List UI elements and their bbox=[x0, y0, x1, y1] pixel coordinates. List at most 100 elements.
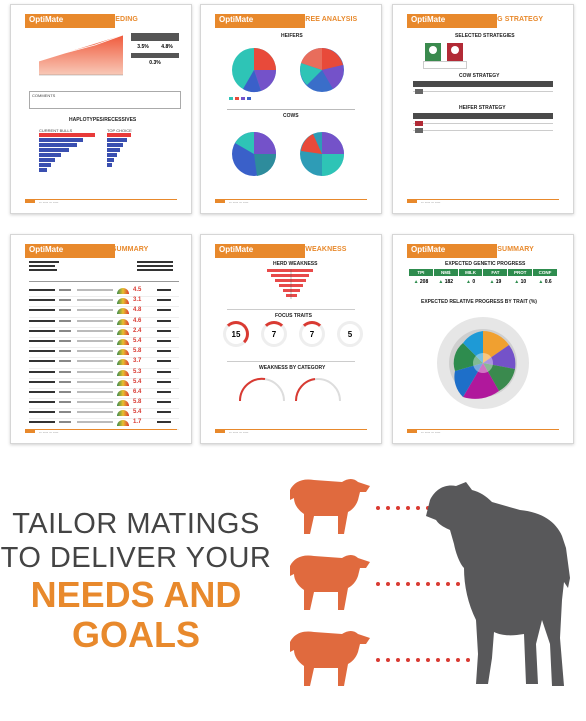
optimate-logo: OptiMate bbox=[29, 15, 64, 24]
optimate-logo: OptiMate bbox=[29, 245, 64, 254]
haplotype-bar-chart-right bbox=[107, 133, 131, 167]
sire-row: 4.8 bbox=[29, 307, 179, 318]
report-header: OptiMate bbox=[25, 14, 115, 28]
gauge-icon bbox=[117, 410, 129, 417]
section-heading: HAPLOTYPES/RECESSIVES bbox=[69, 117, 137, 123]
inbreeding-value: 4.8% bbox=[161, 44, 173, 50]
headline-emphasis: GOALS bbox=[71, 614, 200, 655]
optimate-logo: OptiMate bbox=[411, 15, 446, 24]
gauge-value: 5.4 bbox=[133, 409, 142, 416]
optimate-logo: OptiMate bbox=[219, 15, 254, 24]
relative-progress-radial-chart bbox=[437, 317, 529, 409]
report-sire-summary: OptiMate SIRE SUMMARY 4.5 3.1 4.8 4.6 2.4 5.4… bbox=[10, 234, 192, 444]
gauge-value: 5.4 bbox=[133, 378, 142, 385]
sire-row: 3.1 bbox=[29, 297, 179, 308]
strategy-badge-green bbox=[425, 43, 441, 61]
comments-box: COMMENTS bbox=[29, 91, 181, 109]
gauge-icon bbox=[117, 369, 129, 376]
headline: TAILOR MATINGS TO DELIVER YOUR NEEDS AND… bbox=[0, 507, 272, 655]
cow-matching-illustration bbox=[290, 479, 570, 686]
sire-row: 5.4 bbox=[29, 409, 179, 420]
weakness-arcs bbox=[238, 377, 341, 402]
report-title: SIRE SUMMARY bbox=[93, 246, 149, 253]
report-footer: -- ---- -- ---- bbox=[25, 199, 175, 205]
gauge-value: 2.4 bbox=[133, 327, 142, 334]
gauge-value: 5.4 bbox=[133, 337, 142, 344]
sire-row: 5.3 bbox=[29, 369, 179, 379]
optimate-logo: OptiMate bbox=[219, 245, 254, 254]
gauge-value: 6.4 bbox=[133, 388, 142, 395]
gauge-value: 4.8 bbox=[133, 307, 142, 314]
report-footer: -- ---- -- ---- bbox=[215, 199, 365, 205]
sire-row: 6.4 bbox=[29, 388, 179, 400]
subheading: CURRENT BULLS bbox=[39, 128, 73, 133]
gauge-value: 3.7 bbox=[133, 358, 142, 365]
inbreeding-value: 3.5% bbox=[137, 44, 149, 50]
report-mating-strategy: OptiMate MATING STRATEGY SELECTED STRATE… bbox=[392, 4, 574, 214]
headline-line: TAILOR MATINGS bbox=[12, 508, 260, 540]
section-heading: HEIFER STRATEGY bbox=[459, 105, 506, 111]
sire-row: 2.4 bbox=[29, 328, 179, 338]
gauge-value: 3.1 bbox=[133, 297, 142, 304]
cows-pie-chart-2 bbox=[300, 132, 344, 176]
section-heading: FOCUS TRAITS bbox=[275, 313, 312, 319]
small-cow-icon bbox=[290, 555, 370, 610]
section-heading: SELECTED STRATEGIES bbox=[455, 33, 515, 39]
section-heading: COWS bbox=[283, 113, 299, 119]
strategy-box bbox=[423, 61, 467, 69]
sire-row: 5.8 bbox=[29, 399, 179, 410]
gauge-icon bbox=[117, 379, 129, 386]
section-heading: WEAKNESS BY CATEGORY bbox=[259, 365, 326, 371]
trait-cell: PROT ▲ 10 bbox=[508, 269, 533, 285]
report-title: PEDIGREE ANALYSIS bbox=[283, 16, 358, 23]
gauge-value: 4.5 bbox=[133, 287, 142, 293]
gauge-value: 5.8 bbox=[133, 399, 142, 406]
gauge-icon bbox=[117, 400, 129, 407]
large-cow-icon bbox=[426, 482, 570, 686]
gauge-icon bbox=[117, 349, 129, 356]
trait-cell: CONF ▲ 0.6 bbox=[533, 269, 557, 285]
report-herd-weakness: OptiMate HERD WEAKNESS HERD WEAKNESS FOC… bbox=[200, 234, 382, 444]
small-cow-icon bbox=[290, 631, 370, 686]
gauge-icon bbox=[117, 288, 129, 294]
trait-cell: NM$ ▲ 182 bbox=[433, 269, 458, 285]
section-heading: EXPECTED GENETIC PROGRESS bbox=[445, 261, 526, 267]
herd-weakness-tornado bbox=[267, 269, 313, 299]
gauge-icon bbox=[117, 308, 129, 315]
cow-strategy-table bbox=[413, 81, 553, 99]
sire-row: 4.6 bbox=[29, 318, 179, 328]
inbreeding-summary-table: 3.5% 4.8% 0.3% bbox=[131, 33, 179, 67]
report-footer: -- ---- -- ---- bbox=[215, 429, 365, 435]
sire-row: 5.4 bbox=[29, 379, 179, 389]
heifers-pie-chart-1 bbox=[232, 48, 277, 93]
report-title: HERD WEAKNESS bbox=[283, 246, 347, 253]
gauge-icon bbox=[117, 420, 129, 427]
sire-row: 5.8 bbox=[29, 348, 179, 359]
focus-value: 5 bbox=[347, 330, 353, 339]
trait-cell: MILK ▲ 0 bbox=[458, 269, 483, 285]
sire-table bbox=[29, 281, 179, 282]
heifers-pie-chart-2 bbox=[300, 47, 344, 92]
gauge-icon bbox=[117, 359, 129, 366]
sire-row: 3.7 bbox=[29, 358, 179, 369]
sire-row: 4.5 bbox=[29, 287, 179, 298]
gauge-value: 5.8 bbox=[133, 348, 142, 355]
strategy-badge-red bbox=[447, 43, 463, 61]
report-title: MATING STRATEGY bbox=[475, 16, 544, 23]
gauge-icon bbox=[117, 338, 129, 345]
inbreeding-line-chart bbox=[38, 34, 124, 76]
gauge-value: 4.6 bbox=[133, 317, 142, 324]
cows-pie-chart-1 bbox=[232, 132, 277, 176]
report-footer: -- ---- -- ---- bbox=[407, 199, 557, 205]
section-heading: HERD WEAKNESS bbox=[273, 261, 318, 267]
gauge-icon bbox=[117, 328, 129, 335]
haplotype-bar-chart-left bbox=[39, 133, 95, 172]
report-title: INBREEDING bbox=[93, 16, 138, 23]
gauge-icon bbox=[117, 389, 129, 396]
headline-line: TO DELIVER YOUR bbox=[0, 542, 272, 574]
sire-meta bbox=[29, 261, 173, 275]
focus-value: 15 bbox=[231, 330, 241, 339]
report-footer: -- ---- -- ---- bbox=[25, 429, 175, 435]
trait-cell: TPI ▲ 208 bbox=[409, 269, 433, 285]
section-heading: COW STRATEGY bbox=[459, 73, 500, 79]
